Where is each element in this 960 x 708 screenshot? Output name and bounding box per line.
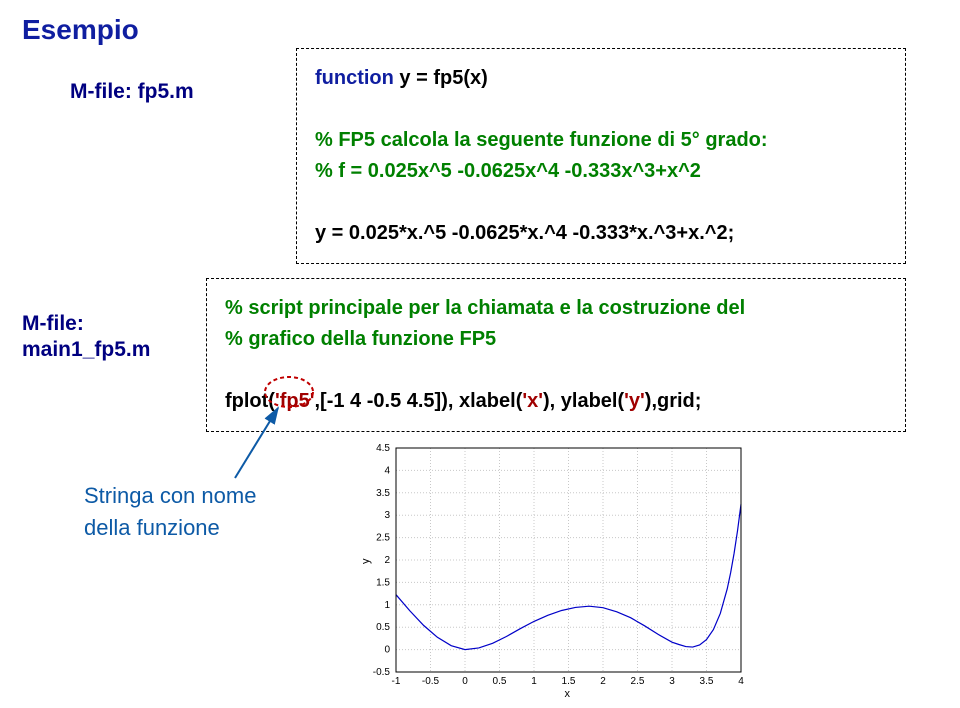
caption-stringa: Stringa con nome della funzione	[84, 480, 256, 544]
svg-text:2: 2	[600, 676, 606, 687]
plot-svg: -1-0.500.511.522.533.54-0.500.511.522.53…	[350, 440, 755, 700]
svg-text:1.5: 1.5	[376, 577, 390, 588]
svg-text:2.5: 2.5	[631, 676, 645, 687]
code-line: fplot('fp5',[-1 4 -0.5 4.5]), xlabel('x'…	[225, 386, 887, 417]
svg-text:4: 4	[738, 676, 744, 687]
xlabel: x	[565, 688, 571, 700]
mfile-label-main-line2: main1_fp5.m	[22, 338, 150, 362]
svg-text:3: 3	[384, 510, 390, 521]
svg-text:3: 3	[669, 676, 675, 687]
svg-text:0.5: 0.5	[493, 676, 507, 687]
plot-fp5: -1-0.500.511.522.533.54-0.500.511.522.53…	[350, 440, 755, 700]
code-line: y = 0.025*x.^5 -0.0625*x.^4 -0.333*x.^3+…	[315, 218, 887, 249]
svg-text:1.5: 1.5	[562, 676, 576, 687]
code-line: % script principale per la chiamata e la…	[225, 293, 887, 324]
mfile-label-fp5: M-file: fp5.m	[70, 80, 194, 104]
code-line: % f = 0.025x^5 -0.0625x^4 -0.333x^3+x^2	[315, 156, 887, 187]
mfile-label-main-line1: M-file:	[22, 312, 84, 336]
code-line: % FP5 calcola la seguente funzione di 5°…	[315, 125, 887, 156]
code-box-fp5: function y = fp5(x) % FP5 calcola la seg…	[296, 48, 906, 264]
svg-text:-0.5: -0.5	[422, 676, 440, 687]
svg-text:2: 2	[384, 555, 390, 566]
svg-text:4: 4	[384, 465, 390, 476]
svg-text:4.5: 4.5	[376, 443, 390, 454]
svg-text:0: 0	[384, 645, 390, 656]
svg-text:3.5: 3.5	[700, 676, 714, 687]
svg-text:2.5: 2.5	[376, 533, 390, 544]
arrow-pointer	[225, 398, 288, 488]
svg-text:0: 0	[462, 676, 468, 687]
code-line	[315, 94, 887, 125]
svg-text:1: 1	[531, 676, 537, 687]
svg-text:0.5: 0.5	[376, 622, 390, 633]
code-line: function y = fp5(x)	[315, 63, 887, 94]
ylabel: y	[360, 559, 372, 565]
svg-text:-0.5: -0.5	[373, 667, 391, 678]
highlight-ellipse	[262, 374, 316, 410]
caption-line2: della funzione	[84, 512, 256, 544]
svg-text:-1: -1	[392, 676, 401, 687]
page-title: Esempio	[22, 14, 139, 46]
svg-text:1: 1	[384, 600, 390, 611]
code-line: % grafico della funzione FP5	[225, 324, 887, 355]
svg-text:3.5: 3.5	[376, 488, 390, 499]
code-line	[225, 355, 887, 386]
code-line	[315, 187, 887, 218]
